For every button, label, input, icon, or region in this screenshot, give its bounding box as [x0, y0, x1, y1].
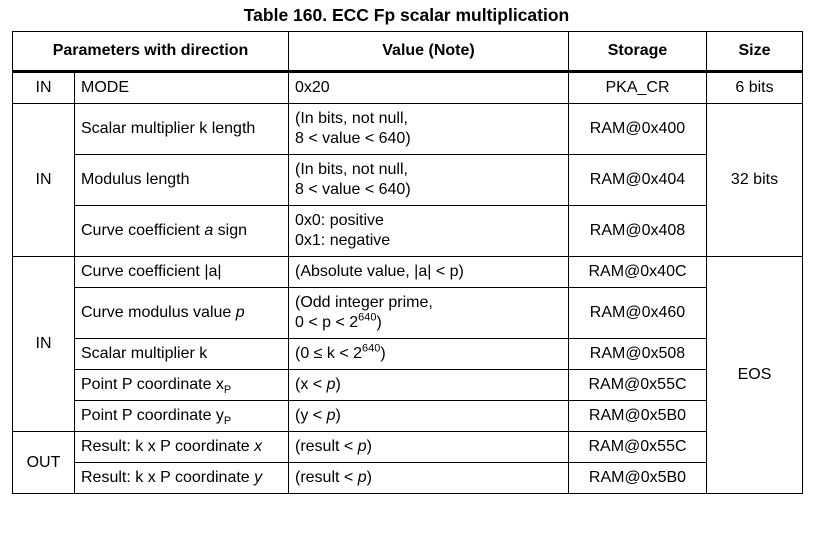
table-row: Scalar multiplier k (0 ≤ k < 2640) RAM@0… — [13, 338, 803, 370]
direction-cell: IN — [12, 71, 75, 104]
value-line: 8 < value < 640) — [295, 130, 411, 147]
value-cell: (In bits, not null, 8 < value < 640) — [288, 103, 569, 155]
param-cell: Curve coefficient a sign — [74, 205, 289, 257]
size-cell: 6 bits — [706, 71, 803, 104]
table-row: Point P coordinate yP (y < p) RAM@0x5B0 — [13, 400, 803, 432]
value-line: 0 < p < 2640) — [295, 311, 382, 331]
value-cell: (Absolute value, |a| < p) — [288, 256, 569, 288]
ecc-parameters-table: Parameters with direction Value (Note) S… — [12, 31, 803, 494]
param-cell: Curve modulus value p — [74, 287, 289, 339]
storage-cell: RAM@0x5B0 — [568, 462, 707, 494]
header-params: Parameters with direction — [12, 31, 289, 73]
param-cell: Result: k x P coordinate x — [74, 431, 289, 463]
header-storage: Storage — [568, 31, 707, 73]
value-line: (In bits, not null, — [295, 110, 408, 127]
table-row: Result: k x P coordinate y (result < p) … — [13, 462, 803, 494]
value-line: (In bits, not null, — [295, 161, 408, 178]
param-cell: Result: k x P coordinate y — [74, 462, 289, 494]
storage-cell: PKA_CR — [568, 71, 707, 104]
storage-cell: RAM@0x400 — [568, 103, 707, 155]
storage-cell: RAM@0x5B0 — [568, 400, 707, 432]
param-cell: Scalar multiplier k length — [74, 103, 289, 155]
table-row: Curve coefficient a sign 0x0: positive 0… — [13, 205, 803, 257]
direction-cell: IN — [12, 103, 75, 257]
size-cell: EOS — [706, 256, 803, 494]
param-cell: Scalar multiplier k — [74, 338, 289, 370]
value-line: (Odd integer prime, — [295, 294, 433, 311]
direction-cell: IN — [12, 256, 75, 432]
storage-cell: RAM@0x408 — [568, 205, 707, 257]
param-cell: MODE — [74, 71, 289, 104]
value-cell: (Odd integer prime, 0 < p < 2640) — [288, 287, 569, 339]
table-row: IN MODE 0x20 PKA_CR 6 bits — [12, 71, 803, 104]
table-row: OUT Result: k x P coordinate x (result <… — [12, 431, 803, 494]
table-row: Point P coordinate xP (x < p) RAM@0x55C — [13, 369, 803, 401]
param-cell: Curve coefficient |a| — [74, 256, 289, 288]
value-cell: (In bits, not null, 8 < value < 640) — [288, 154, 569, 206]
param-cell: Modulus length — [74, 154, 289, 206]
value-cell: (result < p) — [288, 431, 569, 463]
value-cell: (x < p) — [288, 369, 569, 401]
storage-cell: RAM@0x40C — [568, 256, 707, 288]
table-row: IN Curve coefficient |a| (Absolute value… — [12, 256, 803, 494]
direction-cell: OUT — [12, 431, 75, 494]
table-row: IN Scalar multiplier k length (In bits, … — [12, 103, 803, 257]
header-size: Size — [706, 31, 803, 73]
storage-cell: RAM@0x508 — [568, 338, 707, 370]
value-cell: (y < p) — [288, 400, 569, 432]
storage-cell: RAM@0x55C — [568, 369, 707, 401]
param-cell: Point P coordinate xP — [74, 369, 289, 401]
header-value: Value (Note) — [288, 31, 569, 73]
value-line: 0x0: positive — [295, 212, 384, 229]
value-cell: 0x0: positive 0x1: negative — [288, 205, 569, 257]
value-line: 0x1: negative — [295, 232, 391, 249]
table-row: Curve modulus value p (Odd integer prime… — [13, 287, 803, 339]
table-title: Table 160. ECC Fp scalar multiplication — [243, 5, 570, 25]
size-cell: 32 bits — [706, 103, 803, 257]
value-cell: (result < p) — [288, 462, 569, 494]
table-row: Modulus length (In bits, not null, 8 < v… — [13, 154, 803, 206]
storage-cell: RAM@0x404 — [568, 154, 707, 206]
value-line: 8 < value < 640) — [295, 181, 411, 198]
param-cell: Point P coordinate yP — [74, 400, 289, 432]
storage-cell: RAM@0x55C — [568, 431, 707, 463]
header-row: Parameters with direction Value (Note) S… — [12, 31, 803, 73]
value-cell: (0 ≤ k < 2640) — [288, 338, 569, 370]
storage-cell: RAM@0x460 — [568, 287, 707, 339]
value-cell: 0x20 — [288, 71, 569, 104]
